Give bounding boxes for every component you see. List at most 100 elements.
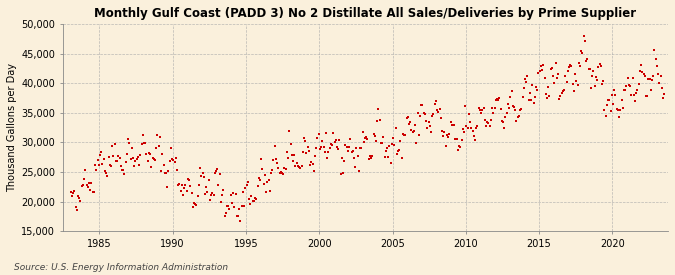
Point <box>182 177 193 181</box>
Point <box>221 204 232 208</box>
Point <box>152 133 163 138</box>
Point <box>324 146 335 151</box>
Point <box>81 183 92 188</box>
Point <box>622 76 633 80</box>
Point <box>647 78 657 82</box>
Point <box>339 159 350 164</box>
Point <box>269 144 280 149</box>
Point <box>194 183 205 188</box>
Point <box>198 175 209 179</box>
Point <box>387 136 398 141</box>
Point <box>559 88 570 92</box>
Point <box>90 163 101 168</box>
Point <box>265 189 275 193</box>
Point <box>252 184 263 188</box>
Point <box>350 164 360 169</box>
Point <box>452 137 462 142</box>
Point <box>298 150 308 155</box>
Point <box>628 93 639 98</box>
Point <box>82 185 93 189</box>
Point <box>414 114 425 118</box>
Point <box>398 132 408 136</box>
Point <box>351 146 362 150</box>
Point <box>196 174 207 178</box>
Point <box>176 188 186 193</box>
Point <box>79 177 90 181</box>
Point <box>169 159 180 164</box>
Point <box>528 101 539 105</box>
Point <box>583 67 594 71</box>
Point <box>431 99 441 103</box>
Point <box>137 132 148 137</box>
Point <box>446 122 457 127</box>
Point <box>155 134 165 139</box>
Point <box>207 191 218 195</box>
Point <box>425 124 435 129</box>
Point <box>302 144 313 149</box>
Point <box>122 152 132 157</box>
Point <box>126 146 137 150</box>
Point <box>221 211 232 215</box>
Point <box>426 130 437 134</box>
Point <box>476 111 487 115</box>
Point <box>163 168 173 173</box>
Point <box>261 189 271 194</box>
Point <box>136 142 147 146</box>
Point <box>578 34 589 38</box>
Point <box>428 112 439 116</box>
Point <box>543 85 554 90</box>
Point <box>288 159 298 163</box>
Point <box>205 198 215 202</box>
Point <box>268 158 279 162</box>
Point <box>236 204 247 208</box>
Point <box>494 96 505 100</box>
Point <box>650 57 661 61</box>
Point <box>321 131 331 135</box>
Point <box>214 172 225 177</box>
Point <box>108 154 119 158</box>
Point <box>404 121 414 126</box>
Point <box>633 82 644 86</box>
Point <box>458 127 468 131</box>
Point <box>566 64 577 68</box>
Point <box>203 177 214 182</box>
Point <box>170 156 181 160</box>
Point <box>310 153 321 158</box>
Point <box>455 144 466 149</box>
Point <box>319 150 330 155</box>
Point <box>535 64 546 68</box>
Point <box>348 149 358 153</box>
Point <box>533 70 544 75</box>
Point <box>111 158 122 163</box>
Point <box>521 80 532 84</box>
Point <box>532 88 543 92</box>
Point <box>323 150 334 154</box>
Point <box>517 95 528 99</box>
Point <box>256 156 267 161</box>
Point <box>247 198 258 203</box>
Point <box>74 196 84 201</box>
Point <box>588 68 599 73</box>
Point <box>378 135 389 139</box>
Point <box>440 144 451 148</box>
Point <box>327 143 338 147</box>
Point <box>356 146 367 150</box>
Point <box>587 74 597 79</box>
Point <box>515 108 526 112</box>
Point <box>242 179 253 184</box>
Point <box>659 91 670 96</box>
Point <box>373 107 384 112</box>
Point <box>545 67 556 71</box>
Point <box>461 123 472 128</box>
Point <box>466 126 477 130</box>
Point <box>188 201 199 206</box>
Point <box>592 78 603 82</box>
Point <box>75 199 86 203</box>
Point <box>251 197 262 202</box>
Point <box>69 189 80 193</box>
Point <box>171 168 182 172</box>
Point <box>510 108 520 112</box>
Point <box>209 170 220 175</box>
Point <box>349 156 360 160</box>
Point <box>120 160 131 164</box>
